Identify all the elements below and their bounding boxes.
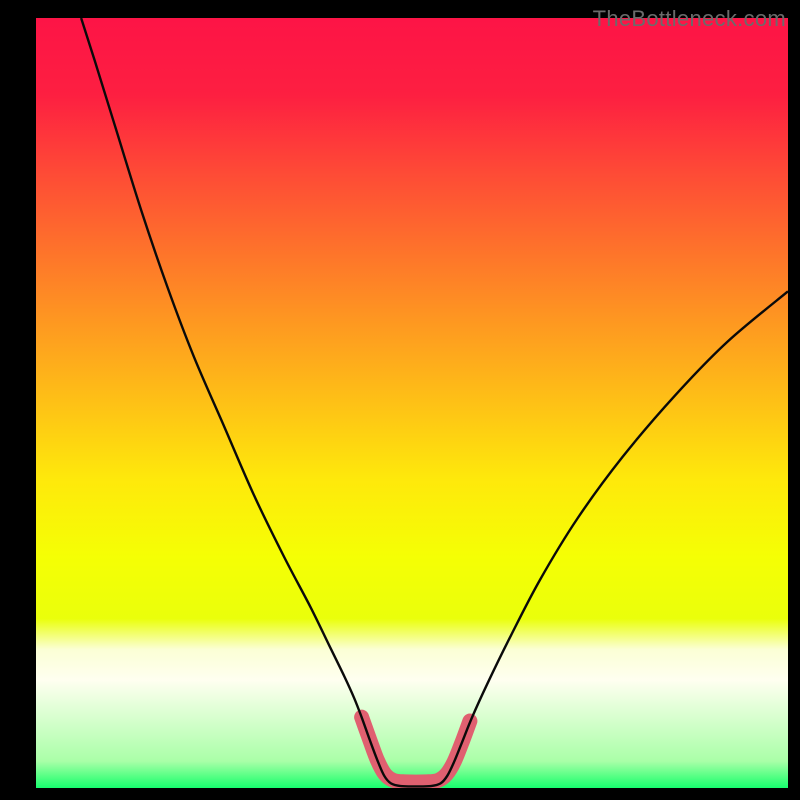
watermark-text: TheBottleneck.com — [593, 6, 786, 32]
gradient-background — [36, 18, 788, 788]
chart-frame: TheBottleneck.com — [0, 0, 800, 800]
bottleneck-curve-chart — [0, 0, 800, 800]
